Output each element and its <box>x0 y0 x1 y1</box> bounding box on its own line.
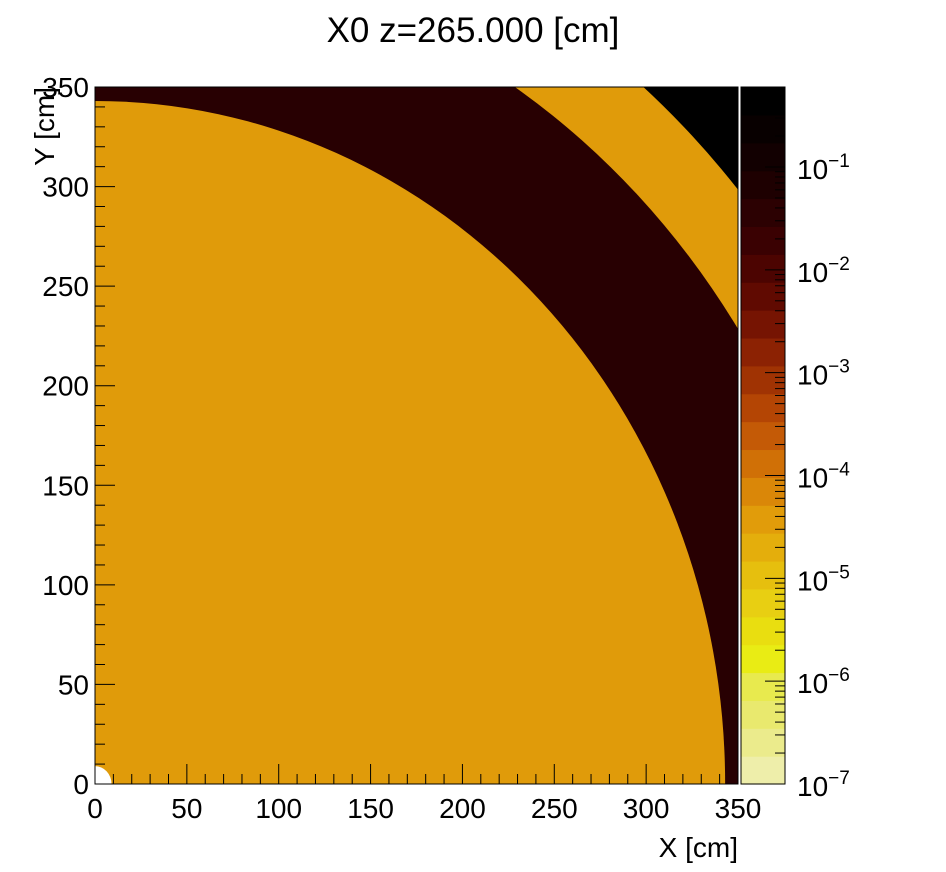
palette-tick-label: 10−6 <box>797 665 850 699</box>
x-axis: 0 50 100 150 200 250 300 350 <box>87 764 761 824</box>
palette-tick-exponent: −2 <box>828 254 850 275</box>
palette-level <box>741 560 785 590</box>
region-bulk <box>95 100 726 784</box>
palette-tick-label: 10−7 <box>797 768 850 802</box>
palette-level <box>741 282 785 311</box>
plot-area <box>95 87 738 784</box>
palette-level <box>741 114 785 144</box>
x-tick-label: 0 <box>87 793 103 824</box>
y-tick-label: 100 <box>42 570 89 601</box>
palette-tick-exponent: −7 <box>828 768 850 789</box>
palette-tick-label: 10−3 <box>797 357 850 391</box>
palette-level <box>741 226 785 255</box>
x-tick-label: 250 <box>531 793 578 824</box>
palette-level <box>741 644 785 674</box>
palette-tick-exponent: −6 <box>828 665 850 686</box>
x-tick-label: 100 <box>255 793 302 824</box>
palette-level <box>741 142 785 172</box>
palette-tick-exponent: −3 <box>828 357 850 378</box>
y-tick-label: 250 <box>42 271 89 302</box>
x-tick-label: 300 <box>623 793 670 824</box>
palette-level <box>741 756 785 785</box>
palette-level <box>741 198 785 227</box>
palette-level <box>741 393 785 423</box>
y-tick-label: 300 <box>42 172 89 203</box>
y-tick-label: 200 <box>42 371 89 402</box>
palette-tick-exponent: −1 <box>828 151 850 172</box>
palette-level <box>741 365 785 395</box>
palette-level <box>741 170 785 200</box>
palette-level <box>741 87 785 116</box>
color-palette <box>741 87 785 785</box>
palette-tick-exponent: −5 <box>828 562 850 583</box>
x-tick-label: 150 <box>347 793 394 824</box>
palette-tick-label: 10−4 <box>797 460 850 494</box>
palette-tick-label: 10−1 <box>797 151 850 185</box>
palette-level <box>741 700 785 729</box>
y-tick-label: 150 <box>42 470 89 501</box>
region-inner <box>95 766 112 784</box>
palette-level <box>741 421 785 451</box>
y-tick-label: 50 <box>58 669 89 700</box>
palette-level <box>741 728 785 757</box>
region-layer <box>95 87 738 784</box>
x-tick-label: 200 <box>439 793 486 824</box>
palette-level <box>741 310 785 339</box>
y-tick-label: 350 <box>42 72 89 103</box>
palette-level <box>741 449 785 478</box>
palette-level <box>741 672 785 701</box>
y-axis-title: Y [cm] <box>29 87 60 166</box>
x-tick-label: 50 <box>171 793 202 824</box>
y-axis: 0 50 100 150 200 250 300 350 <box>42 72 115 800</box>
x-tick-label: 350 <box>715 793 762 824</box>
palette-level <box>741 588 785 618</box>
chart-title: X0 z=265.000 [cm] <box>327 11 620 50</box>
palette-tick-exponent: −4 <box>828 460 850 481</box>
palette-tick-label: 10−5 <box>797 562 850 596</box>
y-tick-label: 0 <box>73 769 89 800</box>
x-axis-title: X [cm] <box>659 832 738 863</box>
palette-tick-label: 10−2 <box>797 254 850 288</box>
palette-frame <box>740 86 786 785</box>
palette-level <box>741 254 785 283</box>
palette-level <box>741 337 785 367</box>
plot-frame <box>94 86 739 785</box>
palette-level <box>741 616 785 646</box>
